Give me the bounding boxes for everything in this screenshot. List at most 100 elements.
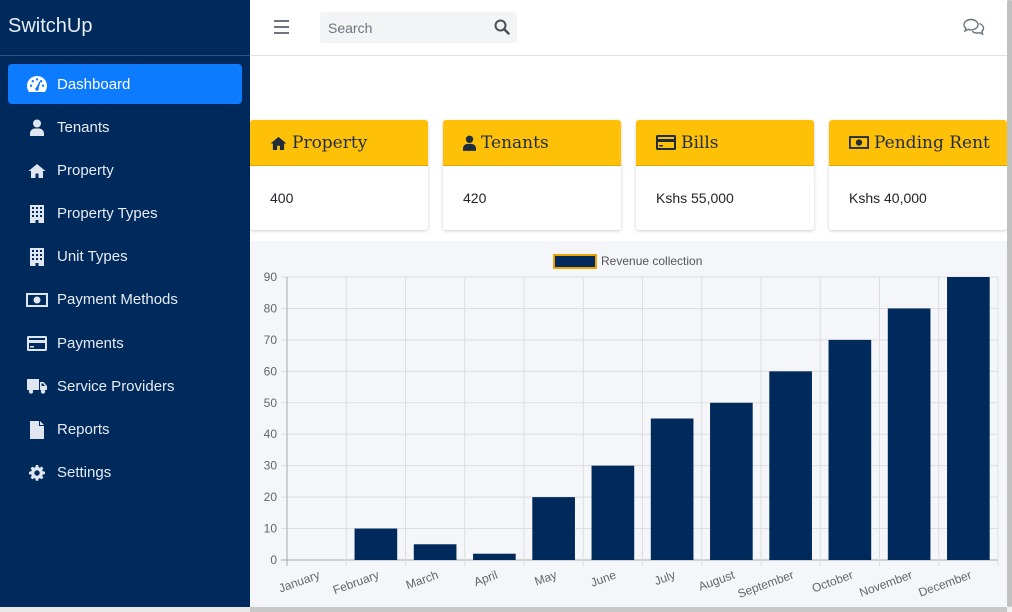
truck-icon bbox=[26, 377, 48, 395]
x-tick-label: September bbox=[736, 568, 796, 601]
main-content: Property 400 Tenants 420 Bills Kshs 55,0… bbox=[250, 56, 1007, 607]
sidebar-menu: Dashboard Tenants Property Property Type… bbox=[0, 56, 250, 493]
user-icon bbox=[26, 118, 48, 136]
brand-title[interactable]: SwitchUp bbox=[0, 0, 250, 56]
legend-label[interactable]: Revenue collection bbox=[601, 254, 702, 268]
chart-x-ticks: January February March April May June July Augu… bbox=[277, 567, 974, 600]
building-icon bbox=[26, 204, 48, 223]
card-value: 400 bbox=[270, 190, 294, 206]
bar-december[interactable] bbox=[947, 277, 990, 560]
sidebar-item-label: Property bbox=[57, 161, 114, 179]
y-tick-label: 60 bbox=[264, 364, 278, 378]
tachometer-icon bbox=[26, 75, 48, 93]
sidebar-item-payment-methods[interactable]: Payment Methods bbox=[8, 280, 242, 320]
y-tick-label: 30 bbox=[264, 459, 278, 473]
top-navbar bbox=[250, 0, 1007, 56]
scrollbar-thumb[interactable] bbox=[250, 607, 1007, 612]
bar-april[interactable] bbox=[473, 553, 516, 560]
sidebar-item-label: Dashboard bbox=[57, 75, 131, 93]
sidebar-item-service-providers[interactable]: Service Providers bbox=[8, 366, 242, 406]
chart-y-ticks: 0 10 20 30 40 50 60 70 80 90 bbox=[264, 270, 278, 567]
bar-november[interactable] bbox=[887, 308, 931, 560]
card-header: Bills bbox=[636, 120, 814, 166]
card-header: Tenants bbox=[443, 120, 621, 166]
y-tick-label: 10 bbox=[264, 522, 278, 536]
home-icon bbox=[270, 136, 287, 150]
revenue-chart-svg: 0 10 20 30 40 50 60 70 80 90 January February March… bbox=[264, 254, 999, 601]
gear-icon bbox=[26, 464, 48, 482]
sidebar-item-label: Payments bbox=[57, 334, 124, 352]
y-tick-label: 80 bbox=[264, 301, 278, 315]
revenue-chart: 0 10 20 30 40 50 60 70 80 90 January February March… bbox=[250, 241, 1007, 607]
money-bill-icon bbox=[26, 291, 48, 309]
legend-swatch[interactable] bbox=[553, 254, 597, 269]
bar-march[interactable] bbox=[413, 544, 457, 560]
x-tick-label: June bbox=[589, 568, 619, 590]
scrollbar-thumb[interactable] bbox=[1007, 0, 1012, 607]
bar-february[interactable] bbox=[354, 528, 398, 560]
sidebar-item-property-types[interactable]: Property Types bbox=[8, 194, 242, 234]
sidebar-item-label: Payment Methods bbox=[57, 291, 178, 309]
y-tick-label: 0 bbox=[270, 553, 277, 567]
card-value: Kshs 40,000 bbox=[849, 190, 927, 206]
x-tick-label: December bbox=[917, 568, 974, 600]
bar-august[interactable] bbox=[710, 402, 753, 560]
stat-card-bills: Bills Kshs 55,000 bbox=[636, 120, 814, 230]
card-title: Pending Rent bbox=[874, 132, 990, 153]
bar-june[interactable] bbox=[591, 465, 635, 560]
bar-may[interactable] bbox=[532, 497, 575, 560]
sidebar: SwitchUp Dashboard Tenants Property Prop… bbox=[0, 0, 250, 607]
x-tick-label: February bbox=[331, 568, 381, 598]
card-header: Property bbox=[250, 120, 428, 166]
search-icon[interactable] bbox=[494, 19, 510, 35]
home-icon bbox=[26, 161, 48, 179]
sidebar-item-label: Service Providers bbox=[57, 377, 175, 395]
x-tick-label: January bbox=[277, 568, 322, 596]
x-tick-label: May bbox=[533, 568, 559, 589]
sidebar-item-property[interactable]: Property bbox=[8, 150, 242, 190]
horizontal-scrollbar[interactable] bbox=[0, 607, 1007, 612]
sidebar-item-settings[interactable]: Settings bbox=[8, 453, 242, 493]
card-title: Tenants bbox=[481, 132, 549, 153]
sidebar-item-dashboard[interactable]: Dashboard bbox=[8, 64, 242, 104]
money-bill-icon bbox=[849, 136, 869, 149]
sidebar-item-unit-types[interactable]: Unit Types bbox=[8, 237, 242, 277]
sidebar-item-label: Property Types bbox=[57, 205, 158, 223]
x-tick-label: November bbox=[857, 568, 914, 600]
sidebar-item-tenants[interactable]: Tenants bbox=[8, 107, 242, 147]
building-icon bbox=[26, 247, 48, 266]
user-icon bbox=[463, 135, 476, 151]
sidebar-item-label: Settings bbox=[57, 464, 112, 482]
search-box bbox=[320, 12, 517, 43]
sidebar-item-payments[interactable]: Payments bbox=[8, 323, 242, 363]
bar-july[interactable] bbox=[650, 418, 694, 561]
stat-card-pending-rent: Pending Rent Kshs 40,000 bbox=[829, 120, 1007, 230]
x-tick-label: April bbox=[472, 568, 499, 589]
comments-icon[interactable] bbox=[963, 18, 985, 36]
search-input[interactable] bbox=[320, 12, 480, 43]
vertical-scrollbar[interactable] bbox=[1007, 0, 1012, 612]
stat-card-property: Property 400 bbox=[250, 120, 428, 230]
file-icon bbox=[26, 420, 48, 439]
x-tick-label: March bbox=[404, 568, 440, 593]
card-value: 420 bbox=[463, 190, 487, 206]
y-tick-label: 50 bbox=[264, 396, 278, 410]
x-tick-label: July bbox=[652, 568, 677, 588]
card-title: Bills bbox=[681, 132, 719, 153]
y-tick-label: 20 bbox=[264, 490, 278, 504]
chart-bars bbox=[354, 277, 990, 561]
x-tick-label: August bbox=[697, 567, 738, 593]
hamburger-menu-icon[interactable] bbox=[274, 20, 289, 34]
stat-card-tenants: Tenants 420 bbox=[443, 120, 621, 230]
credit-card-icon bbox=[656, 135, 676, 150]
chart-grid bbox=[281, 276, 999, 566]
card-title: Property bbox=[292, 132, 368, 153]
sidebar-item-label: Reports bbox=[57, 421, 110, 438]
y-tick-label: 70 bbox=[264, 333, 278, 347]
bar-october[interactable] bbox=[828, 339, 872, 560]
sidebar-item-reports[interactable]: Reports bbox=[8, 410, 242, 450]
y-tick-label: 40 bbox=[264, 427, 278, 441]
bar-september[interactable] bbox=[769, 371, 812, 560]
x-tick-label: October bbox=[810, 568, 855, 596]
sidebar-item-label: Tenants bbox=[57, 118, 110, 136]
